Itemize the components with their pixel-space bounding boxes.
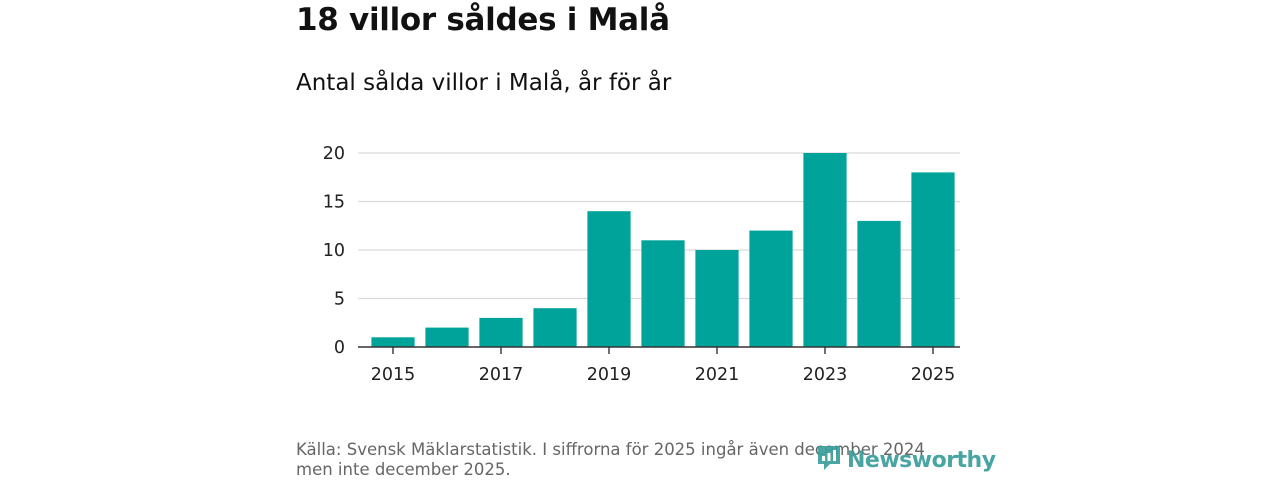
x-tick-label-2019: 2019 [587,365,632,385]
bar-2017 [479,317,523,347]
bar-2020 [641,240,685,347]
bar-2024 [857,220,901,347]
y-tick-label-15: 15 [323,193,345,213]
chart-title: 18 villor såldes i Malå [296,2,670,38]
y-tick-label-0: 0 [334,338,345,358]
y-tick-label-5: 5 [334,290,345,310]
source-note: Källa: Svensk Mäklarstatistik. I siffror… [296,440,956,480]
bar-2018 [533,308,577,347]
x-tick-label-2023: 2023 [803,365,848,385]
bar-2022 [749,230,793,347]
x-tick-label-2015: 2015 [371,365,416,385]
x-tick-label-2025: 2025 [911,365,956,385]
bar-2025 [911,172,955,347]
y-tick-label-10: 10 [323,241,345,261]
newsworthy-logo: Newsworthy [815,443,996,477]
bar-2023 [803,153,847,347]
bar-2019 [587,211,631,347]
bar-2016 [425,327,469,347]
chart-subtitle: Antal sålda villor i Malå, år för år [296,70,672,96]
bar-2021 [695,250,739,347]
axes: 0 5 10 15 20 2015 2017 2019 2021 2023 2025 [323,144,960,385]
bars [371,153,955,347]
newsworthy-logo-icon [815,443,843,477]
bar-2015 [371,337,415,347]
x-tick-label-2017: 2017 [479,365,524,385]
x-tick-label-2021: 2021 [695,365,740,385]
y-tick-label-20: 20 [323,144,345,164]
source-line-2: men inte december 2025. [296,460,511,479]
source-line-1: Källa: Svensk Mäklarstatistik. I siffror… [296,440,925,459]
newsworthy-logo-text: Newsworthy [847,447,996,473]
